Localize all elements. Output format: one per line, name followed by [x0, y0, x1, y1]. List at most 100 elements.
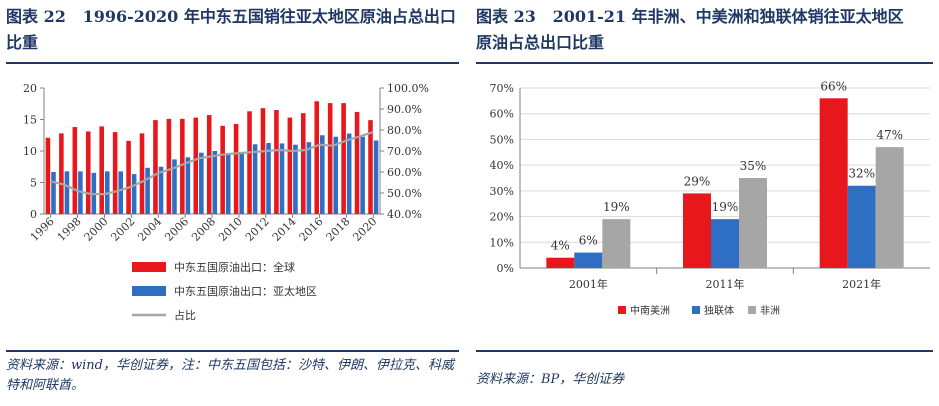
line-share [50, 131, 374, 196]
data-label-2-0: 19% [603, 200, 630, 214]
data-label-0-2: 66% [820, 79, 847, 93]
figure-23-title-text: 2001-21 年非洲、中美洲和独联体销往亚太地区原油占总出口比重 [476, 7, 904, 52]
y-left-tick-label: 0 [30, 208, 37, 221]
bar-global-1999 [85, 131, 91, 214]
x-tick-label-2004: 2004 [135, 215, 164, 244]
y-tick-label: 60% [490, 108, 514, 121]
legend-swatch-1 [692, 306, 700, 314]
y-tick-label: 30% [490, 185, 514, 198]
bar-asia-pacific-2007 [199, 152, 204, 214]
x-tick-label-2016: 2016 [297, 215, 326, 244]
figure-22-title: 图表 22 1996-2020 年中东五国销往亚太地区原油占总出口比重 [6, 4, 456, 56]
data-label-0-0: 4% [551, 239, 570, 253]
x-tick-label-2014: 2014 [270, 215, 299, 244]
bar-global-2000 [99, 126, 104, 214]
y-right-tick-label: 50.0% [387, 187, 422, 200]
x-tick-label-2000: 2000 [82, 215, 111, 244]
bar-asia-pacific-2014 [293, 144, 298, 214]
x-tick-label-2010: 2010 [216, 215, 245, 244]
data-label-1-2: 32% [848, 167, 875, 181]
figure-22-top-rule [6, 62, 459, 64]
x-tick-label-1998: 1998 [55, 215, 84, 244]
y-right-tick-label: 70.0% [387, 145, 422, 158]
bar-asia-pacific-1997 [64, 171, 70, 214]
y-left-tick-label: 15 [23, 114, 37, 127]
bar-global-1997 [59, 133, 64, 214]
y-right-tick-label: 80.0% [387, 124, 422, 137]
bar-asia-pacific-2004 [158, 166, 164, 214]
y-left-tick-label: 10 [23, 145, 37, 158]
bar-1-2 [847, 185, 876, 268]
bar-asia-pacific-2012 [266, 143, 271, 214]
bar-asia-pacific-2008 [212, 151, 218, 214]
bar-asia-pacific-2002 [131, 174, 137, 214]
y-right-tick-label: 90.0% [387, 103, 422, 116]
legend-label-asia-pacific: 中东五国原油出口：亚太地区 [174, 284, 317, 298]
figure-22-label: 图表 22 [6, 7, 66, 26]
bar-2-1 [739, 178, 767, 268]
bar-asia-pacific-2005 [172, 159, 177, 214]
y-tick-label: 40% [490, 159, 514, 172]
y-left-tick-label: 5 [30, 177, 37, 190]
bar-global-2009 [220, 125, 225, 214]
legend-swatch-global [132, 262, 166, 272]
bar-asia-pacific-2013 [279, 143, 285, 214]
figure-22-title-text: 1996-2020 年中东五国销往亚太地区原油占总出口比重 [6, 7, 456, 52]
y-tick-label: 10% [490, 236, 514, 249]
bar-global-2003 [139, 133, 145, 214]
legend-label-0: 中南美洲 [630, 304, 670, 317]
bar-global-2014 [287, 117, 293, 214]
legend-swatch-2 [748, 306, 756, 314]
legend-label-global: 中东五国原油出口：全球 [174, 260, 295, 274]
x-tick-label-2012: 2012 [243, 215, 272, 244]
bar-asia-pacific-2011 [252, 144, 258, 214]
bar-global-2006 [180, 118, 185, 214]
figure-23-label: 图表 23 [476, 7, 536, 26]
y-right-tick-label: 100.0% [387, 82, 429, 95]
data-label-0-1: 29% [684, 174, 711, 188]
legend-label-2: 非洲 [760, 305, 780, 317]
bar-0-2 [819, 98, 848, 269]
bar-global-2019 [354, 111, 360, 214]
bar-0-1 [683, 193, 711, 268]
figure-23-title: 图表 23 2001-21 年非洲、中美洲和独联体销往亚太地区原油占总出口比重 [476, 4, 916, 56]
bar-asia-pacific-2006 [185, 157, 191, 214]
figure-23-source: 资料来源：BP，华创证券 [476, 372, 625, 387]
bar-asia-pacific-2001 [118, 171, 123, 214]
bar-asia-pacific-2018 [346, 133, 352, 214]
bar-asia-pacific-2015 [306, 142, 312, 214]
bar-0-0 [546, 257, 575, 268]
bar-asia-pacific-2020 [373, 140, 379, 214]
bar-1-0 [574, 252, 603, 268]
bar-global-2001 [112, 132, 118, 214]
x-tick-label-2002: 2002 [108, 215, 137, 244]
bar-global-2002 [126, 140, 131, 214]
x-category-label-0: 2001年 [569, 277, 608, 291]
figure-23-bottom-rule [476, 350, 933, 352]
bar-global-2004 [153, 120, 158, 214]
bar-asia-pacific-2003 [145, 167, 150, 214]
bar-asia-pacific-2017 [333, 136, 339, 214]
data-label-1-1: 19% [712, 200, 739, 214]
y-left-tick-label: 20 [23, 82, 37, 95]
x-tick-label-2018: 2018 [324, 215, 353, 244]
bar-asia-pacific-2009 [225, 153, 231, 214]
legend-swatch-asia-pacific [132, 286, 166, 296]
bar-global-2018 [341, 103, 346, 214]
bar-2-2 [875, 147, 904, 268]
bar-asia-pacific-1996 [51, 172, 56, 214]
figure-23-panel: 图表 23 2001-21 年非洲、中美洲和独联体销往亚太地区原油占总出口比重 … [470, 0, 939, 406]
y-tick-label: 50% [490, 133, 514, 146]
x-tick-label-2020: 2020 [350, 215, 379, 244]
data-label-2-2: 47% [876, 128, 903, 142]
y-tick-label: 20% [490, 211, 514, 224]
bar-2-0 [602, 219, 631, 268]
data-label-1-0: 6% [579, 234, 598, 248]
figure-22-chart: 0 5 10 15 20 40.0% 50.0% 60.0% 70.0% 80.0% 90.0% 10… [23, 82, 429, 322]
bar-global-2005 [166, 118, 172, 214]
legend-label-1: 独联体 [704, 304, 734, 317]
bar-global-2017 [327, 103, 333, 214]
legend-label-share: 占比 [174, 308, 196, 322]
bar-global-2012 [260, 108, 266, 214]
x-tick-label-2006: 2006 [162, 215, 191, 244]
